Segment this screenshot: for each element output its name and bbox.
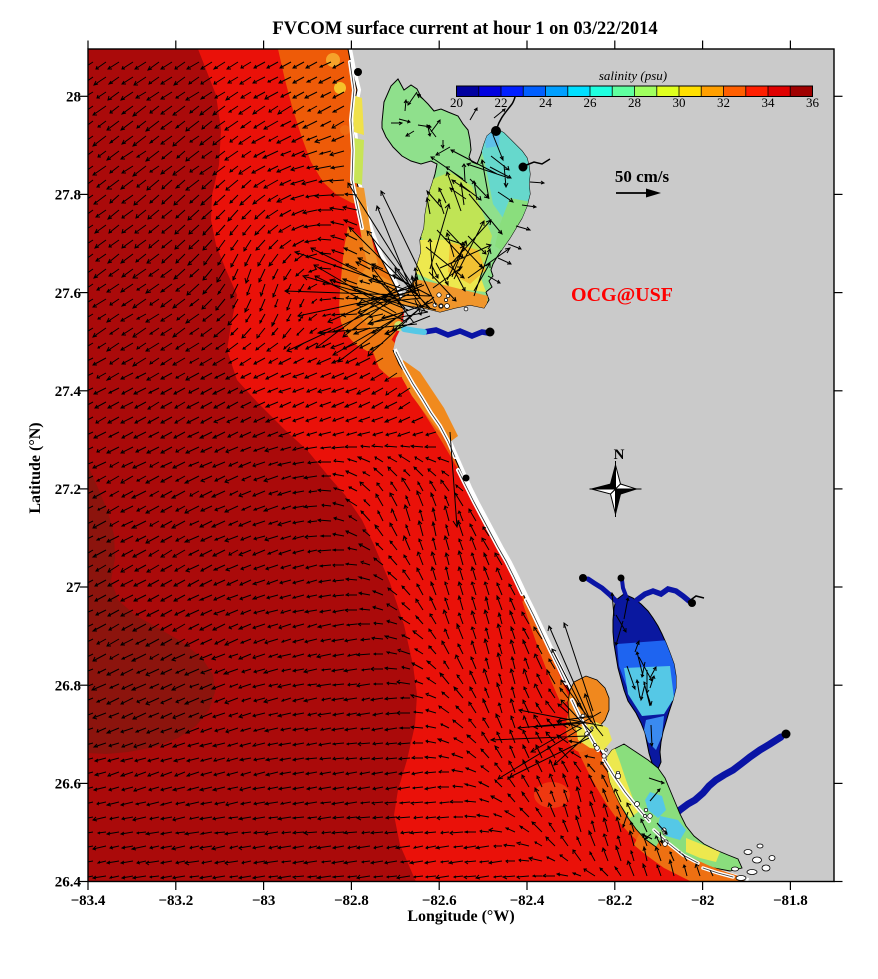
svg-text:−82: −82: [691, 893, 715, 909]
svg-text:27.2: 27.2: [55, 482, 81, 498]
svg-text:−82.6: −82.6: [422, 893, 457, 909]
svg-text:−81.8: −81.8: [773, 893, 808, 909]
svg-text:26: 26: [584, 95, 598, 110]
svg-text:salinity (psu): salinity (psu): [599, 68, 667, 83]
svg-text:20: 20: [450, 95, 463, 110]
svg-text:27: 27: [66, 580, 82, 596]
svg-text:27.8: 27.8: [55, 188, 81, 204]
svg-text:−82.8: −82.8: [334, 893, 369, 909]
svg-text:−83: −83: [252, 893, 276, 909]
svg-text:−83.4: −83.4: [71, 893, 106, 909]
svg-text:OCG@USF: OCG@USF: [571, 284, 673, 306]
svg-text:Latitude (°N): Latitude (°N): [27, 422, 44, 513]
svg-text:27.6: 27.6: [55, 286, 82, 302]
svg-text:27.4: 27.4: [55, 384, 82, 400]
svg-text:24: 24: [539, 95, 553, 110]
svg-text:50 cm/s: 50 cm/s: [615, 167, 670, 186]
svg-text:34: 34: [762, 95, 776, 110]
svg-text:26.4: 26.4: [55, 875, 82, 891]
svg-text:−83.2: −83.2: [158, 893, 193, 909]
svg-text:28: 28: [628, 95, 641, 110]
svg-text:N: N: [614, 447, 625, 463]
svg-text:28: 28: [66, 90, 81, 106]
svg-text:22: 22: [495, 95, 508, 110]
svg-text:FVCOM surface current at hour: FVCOM surface current at hour 1 on 03/22…: [272, 19, 657, 39]
svg-text:30: 30: [673, 95, 686, 110]
svg-text:−82.4: −82.4: [510, 893, 545, 909]
svg-text:26.8: 26.8: [55, 678, 81, 694]
svg-text:26.6: 26.6: [55, 777, 82, 793]
svg-text:32: 32: [717, 95, 730, 110]
svg-text:Longitude (°W): Longitude (°W): [407, 908, 514, 925]
svg-text:−82.2: −82.2: [597, 893, 632, 909]
svg-text:36: 36: [806, 95, 820, 110]
